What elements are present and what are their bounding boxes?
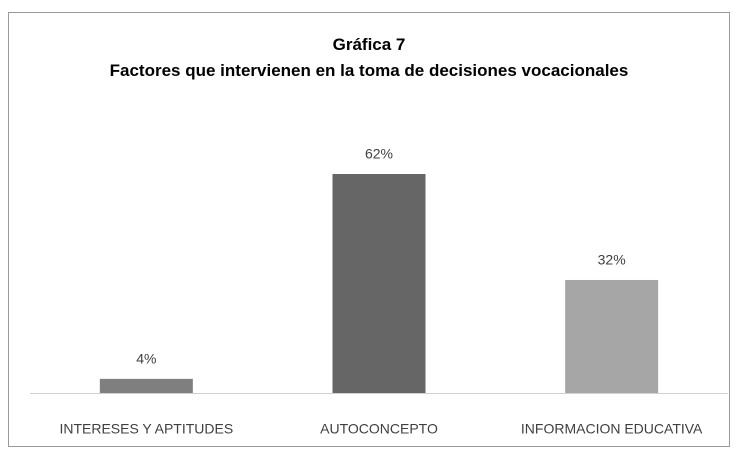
bar (565, 279, 659, 393)
x-tick-label: AUTOCONCEPTO (320, 421, 438, 437)
data-label: 4% (136, 351, 156, 367)
chart-subtitle: Factores que intervienen en la toma de d… (109, 61, 629, 80)
x-tick-label: INFORMACION EDUCATIVA (521, 421, 703, 437)
bar (332, 174, 426, 393)
titles: Gráfica 7 Factores que intervienen en la… (109, 32, 629, 84)
x-tick-label: INTERESES Y APTITUDES (59, 421, 233, 437)
chart-title: Gráfica 7 (332, 35, 406, 54)
bar (99, 378, 193, 393)
data-label: 32% (598, 252, 626, 268)
data-label: 62% (365, 146, 393, 162)
